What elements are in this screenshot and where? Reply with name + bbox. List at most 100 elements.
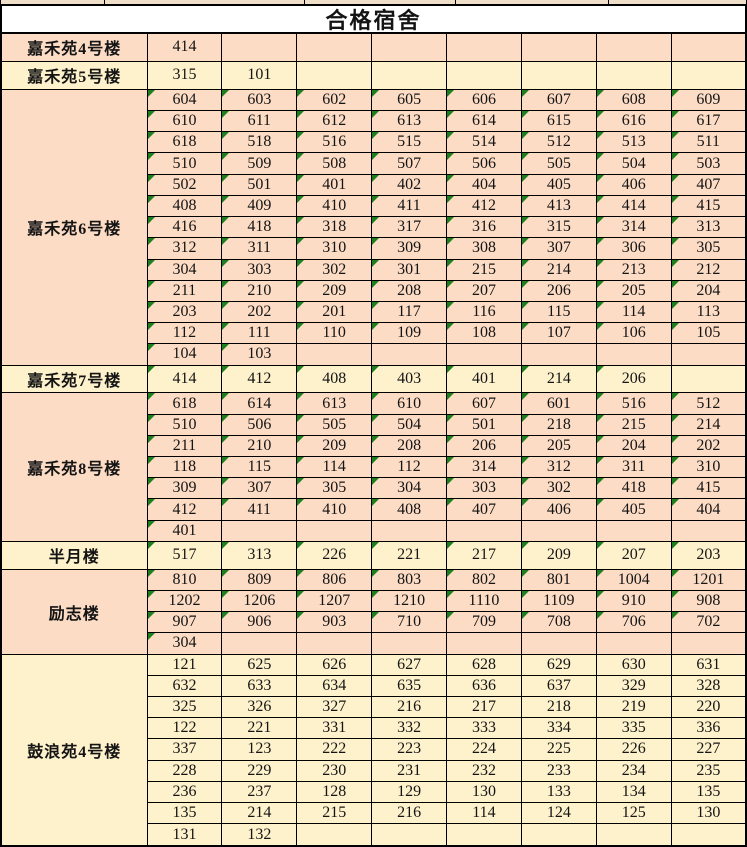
room-cell[interactable]: 410 <box>296 194 373 218</box>
room-cell[interactable]: 224 <box>446 738 522 761</box>
empty-cell[interactable] <box>670 364 747 394</box>
room-cell[interactable]: 225 <box>520 738 597 761</box>
room-cell[interactable]: 206 <box>446 434 522 458</box>
room-cell[interactable]: 611 <box>221 110 298 133</box>
empty-cell[interactable] <box>371 32 447 62</box>
empty-cell[interactable] <box>221 632 298 655</box>
room-cell[interactable]: 625 <box>221 653 298 676</box>
room-cell[interactable]: 310 <box>670 456 747 479</box>
room-cell[interactable]: 309 <box>146 477 223 500</box>
room-cell[interactable]: 903 <box>296 611 373 634</box>
empty-cell[interactable] <box>296 519 373 542</box>
empty-cell[interactable] <box>446 632 522 655</box>
room-cell[interactable]: 405 <box>520 173 597 196</box>
empty-cell[interactable] <box>520 60 597 90</box>
room-cell[interactable]: 415 <box>670 477 747 500</box>
room-cell[interactable]: 325 <box>146 695 223 719</box>
room-cell[interactable]: 411 <box>371 194 447 218</box>
room-cell[interactable]: 412 <box>446 194 522 218</box>
empty-cell[interactable] <box>595 823 672 847</box>
room-cell[interactable]: 618 <box>146 392 223 415</box>
room-cell[interactable]: 607 <box>446 392 522 415</box>
room-cell[interactable]: 414 <box>146 32 223 62</box>
room-cell[interactable]: 307 <box>520 237 597 260</box>
room-cell[interactable]: 112 <box>371 456 447 479</box>
room-cell[interactable]: 602 <box>296 88 373 112</box>
room-cell[interactable]: 209 <box>520 540 597 570</box>
room-cell[interactable]: 609 <box>670 88 747 112</box>
empty-cell[interactable] <box>520 519 597 542</box>
room-cell[interactable]: 216 <box>371 801 447 825</box>
room-cell[interactable]: 205 <box>595 279 672 302</box>
room-cell[interactable]: 610 <box>371 392 447 415</box>
room-cell[interactable]: 810 <box>146 568 223 591</box>
room-cell[interactable]: 208 <box>371 434 447 458</box>
room-cell[interactable]: 411 <box>221 498 298 521</box>
empty-cell[interactable] <box>371 343 447 366</box>
room-cell[interactable]: 401 <box>446 364 522 394</box>
room-cell[interactable]: 605 <box>371 88 447 112</box>
room-cell[interactable]: 907 <box>146 611 223 634</box>
room-cell[interactable]: 1201 <box>670 568 747 591</box>
room-cell[interactable]: 412 <box>221 364 298 394</box>
room-cell[interactable]: 130 <box>446 780 522 803</box>
room-cell[interactable]: 806 <box>296 568 373 591</box>
empty-cell[interactable] <box>520 32 597 62</box>
room-cell[interactable]: 306 <box>595 237 672 260</box>
room-cell[interactable]: 104 <box>146 343 223 366</box>
room-cell[interactable]: 312 <box>520 456 597 479</box>
empty-cell[interactable] <box>670 823 747 847</box>
room-cell[interactable]: 311 <box>595 456 672 479</box>
room-cell[interactable]: 335 <box>595 717 672 740</box>
room-cell[interactable]: 217 <box>446 540 522 570</box>
room-cell[interactable]: 506 <box>221 413 298 436</box>
room-cell[interactable]: 403 <box>371 364 447 394</box>
room-cell[interactable]: 203 <box>670 540 747 570</box>
room-cell[interactable]: 124 <box>520 801 597 825</box>
room-cell[interactable]: 618 <box>146 131 223 154</box>
room-cell[interactable]: 637 <box>520 674 597 697</box>
room-cell[interactable]: 221 <box>221 717 298 740</box>
room-cell[interactable]: 134 <box>595 780 672 803</box>
room-cell[interactable]: 612 <box>296 110 373 133</box>
empty-cell[interactable] <box>221 32 298 62</box>
room-cell[interactable]: 410 <box>296 498 373 521</box>
room-cell[interactable]: 237 <box>221 780 298 803</box>
room-cell[interactable]: 608 <box>595 88 672 112</box>
room-cell[interactable]: 412 <box>146 498 223 521</box>
room-cell[interactable]: 601 <box>520 392 597 415</box>
room-cell[interactable]: 334 <box>520 717 597 740</box>
sheet-title-cell[interactable]: 合格宿舍 <box>0 4 747 33</box>
room-cell[interactable]: 131 <box>146 823 223 847</box>
room-cell[interactable]: 614 <box>221 392 298 415</box>
empty-cell[interactable] <box>670 519 747 542</box>
room-cell[interactable]: 212 <box>670 258 747 281</box>
room-cell[interactable]: 505 <box>296 413 373 436</box>
room-cell[interactable]: 508 <box>296 152 373 175</box>
room-cell[interactable]: 216 <box>371 695 447 719</box>
room-cell[interactable]: 514 <box>446 131 522 154</box>
room-cell[interactable]: 201 <box>296 300 373 324</box>
empty-cell[interactable] <box>595 519 672 542</box>
room-cell[interactable]: 629 <box>520 653 597 676</box>
room-cell[interactable]: 218 <box>520 413 597 436</box>
room-cell[interactable]: 110 <box>296 322 373 345</box>
room-cell[interactable]: 207 <box>595 540 672 570</box>
room-cell[interactable]: 202 <box>670 434 747 458</box>
room-cell[interactable]: 210 <box>221 279 298 302</box>
empty-cell[interactable] <box>371 823 447 847</box>
room-cell[interactable]: 414 <box>146 364 223 394</box>
room-cell[interactable]: 505 <box>520 152 597 175</box>
room-cell[interactable]: 336 <box>670 717 747 740</box>
room-cell[interactable]: 207 <box>446 279 522 302</box>
empty-cell[interactable] <box>446 823 522 847</box>
room-cell[interactable]: 706 <box>595 611 672 634</box>
room-cell[interactable]: 206 <box>520 279 597 302</box>
room-cell[interactable]: 613 <box>371 110 447 133</box>
room-cell[interactable]: 314 <box>595 216 672 239</box>
room-cell[interactable]: 1004 <box>595 568 672 591</box>
room-cell[interactable]: 401 <box>146 519 223 542</box>
room-cell[interactable]: 118 <box>146 456 223 479</box>
empty-cell[interactable] <box>520 343 597 366</box>
room-cell[interactable]: 317 <box>371 216 447 239</box>
